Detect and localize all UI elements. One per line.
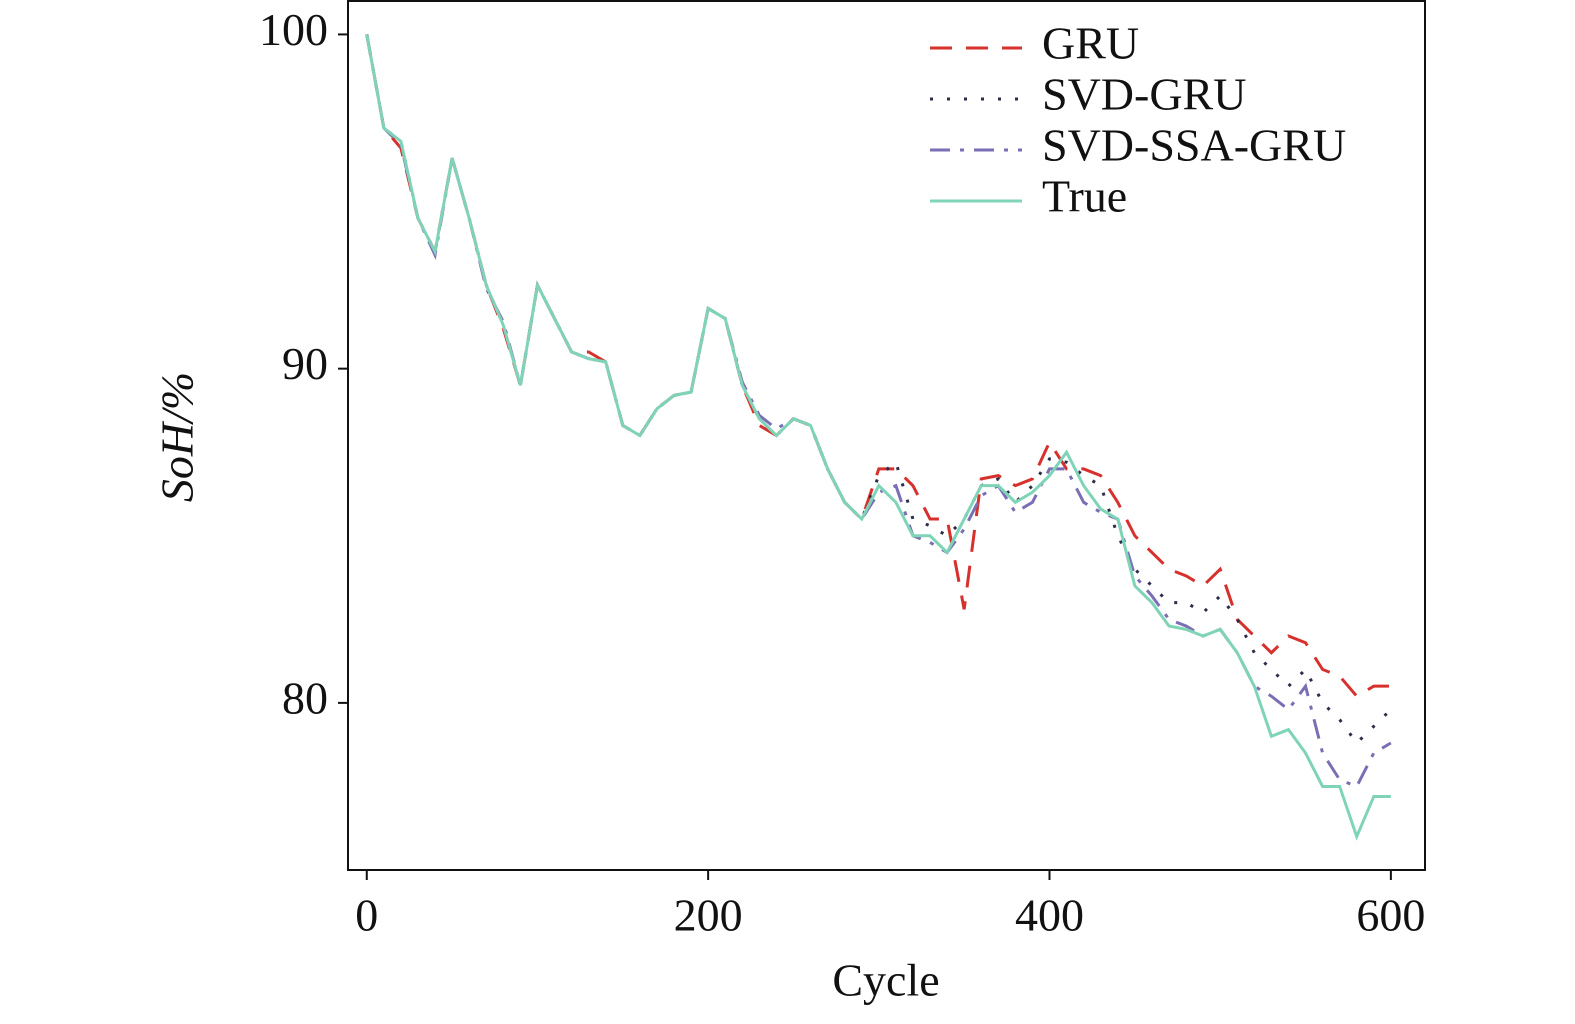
legend-label: GRU <box>1042 18 1139 69</box>
y-axis-label: SoH/% <box>152 372 203 502</box>
plot-frame <box>347 0 1426 871</box>
x-tick-label: 400 <box>1015 890 1084 941</box>
legend-label: SVD-GRU <box>1042 69 1246 120</box>
x-tick-label: 600 <box>1356 890 1425 941</box>
y-tick-label: 90 <box>282 338 328 389</box>
x-axis-label: Cycle <box>832 955 939 1006</box>
y-tick-label: 80 <box>282 672 328 723</box>
y-tick-label: 100 <box>259 4 328 55</box>
series-line <box>365 34 1391 841</box>
x-tick-label: 200 <box>674 890 743 941</box>
x-tick-label: 0 <box>355 890 378 941</box>
legend-label: SVD-SSA-GRU <box>1042 120 1346 171</box>
legend-label: True <box>1042 171 1127 222</box>
